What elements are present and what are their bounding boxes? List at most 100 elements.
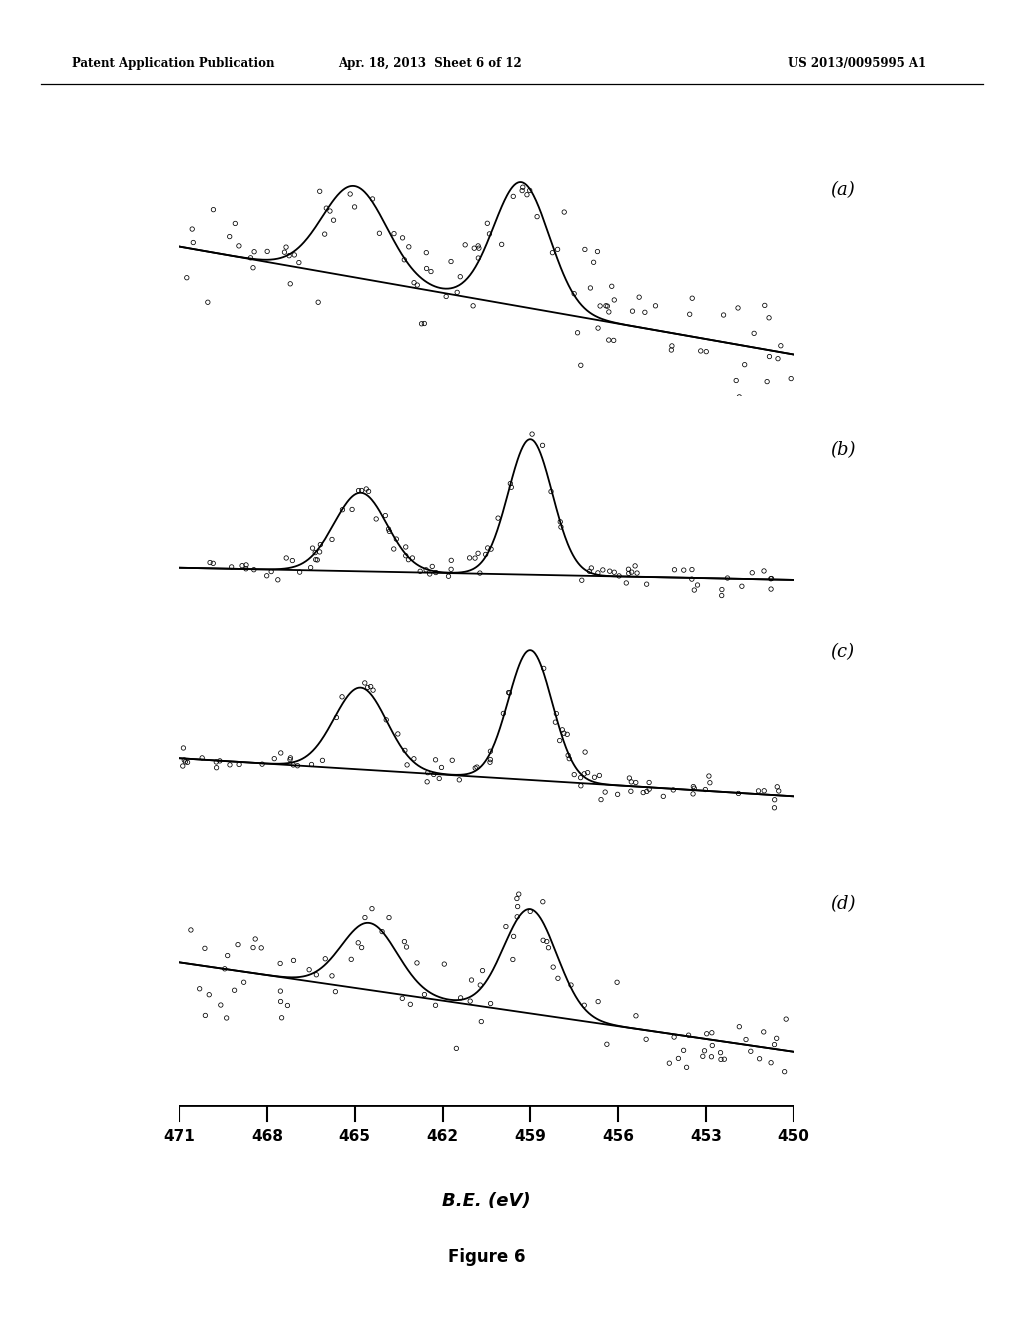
Point	[324, 965, 340, 986]
Point	[509, 907, 525, 928]
Point	[479, 213, 496, 234]
Point	[698, 341, 715, 362]
Point	[676, 1040, 692, 1061]
Point	[609, 972, 626, 993]
Point	[676, 560, 692, 581]
Point	[664, 339, 680, 360]
Point	[399, 754, 416, 775]
Point	[222, 754, 239, 775]
Point	[554, 719, 570, 741]
Point	[201, 985, 217, 1006]
Point	[662, 1052, 678, 1073]
Point	[208, 751, 224, 772]
Point	[353, 480, 370, 502]
Point	[599, 296, 615, 317]
Point	[263, 561, 280, 582]
Point	[245, 257, 261, 279]
Point	[496, 702, 512, 723]
Point	[618, 573, 635, 594]
Point	[431, 768, 447, 789]
Point	[736, 354, 753, 375]
Point	[472, 974, 488, 995]
Point	[666, 1027, 682, 1048]
Point	[768, 1028, 784, 1049]
Point	[638, 1028, 654, 1049]
Point	[603, 276, 620, 297]
Point	[589, 242, 605, 263]
Point	[227, 213, 244, 234]
Point	[498, 916, 514, 937]
Point	[766, 1034, 782, 1055]
Point	[716, 1048, 732, 1069]
Point	[590, 562, 606, 583]
Point	[783, 368, 800, 389]
Point	[590, 318, 606, 339]
Point	[422, 564, 438, 585]
Point	[400, 236, 417, 257]
Point	[246, 242, 262, 263]
Point	[601, 561, 617, 582]
Point	[311, 181, 328, 202]
Text: 462: 462	[426, 1129, 459, 1144]
Point	[501, 682, 517, 704]
Point	[641, 772, 657, 793]
Point	[548, 704, 564, 725]
Point	[692, 341, 709, 362]
Text: (d): (d)	[830, 895, 856, 913]
Point	[368, 508, 384, 529]
Point	[318, 198, 335, 219]
Point	[730, 297, 746, 318]
Point	[396, 249, 413, 271]
Point	[757, 294, 773, 315]
Point	[386, 223, 402, 244]
Point	[700, 766, 717, 787]
Point	[356, 907, 373, 928]
Point	[374, 921, 390, 942]
Point	[535, 891, 551, 912]
Point	[621, 562, 637, 583]
Point	[667, 560, 683, 581]
Point	[452, 267, 468, 288]
Point	[397, 536, 414, 557]
Point	[238, 558, 254, 579]
Point	[751, 780, 767, 801]
Point	[628, 772, 644, 793]
Point	[641, 779, 657, 800]
Point	[541, 937, 557, 958]
Point	[397, 545, 414, 566]
Point	[713, 1041, 729, 1063]
Point	[174, 755, 190, 776]
Point	[304, 537, 321, 558]
Point	[462, 990, 478, 1011]
Point	[494, 234, 510, 255]
Point	[637, 302, 653, 323]
Point	[482, 741, 499, 762]
Point	[463, 969, 479, 990]
Point	[309, 549, 326, 570]
Text: (b): (b)	[830, 441, 856, 459]
Point	[756, 780, 772, 801]
Point	[703, 1022, 720, 1043]
Point	[560, 744, 577, 766]
Point	[536, 657, 552, 678]
Point	[466, 238, 482, 259]
Point	[505, 186, 521, 207]
Point	[334, 499, 350, 520]
Point	[714, 579, 730, 601]
Point	[254, 754, 270, 775]
Text: 471: 471	[163, 1129, 196, 1144]
Point	[282, 273, 298, 294]
Point	[685, 776, 701, 797]
Point	[377, 506, 393, 527]
Point	[328, 981, 344, 1002]
Point	[334, 686, 350, 708]
Point	[253, 937, 269, 958]
Point	[756, 561, 772, 582]
Point	[471, 238, 487, 259]
Point	[638, 574, 654, 595]
Point	[276, 242, 293, 263]
Point	[402, 994, 419, 1015]
Point	[301, 960, 317, 981]
Point	[259, 240, 275, 261]
Point	[358, 478, 375, 499]
